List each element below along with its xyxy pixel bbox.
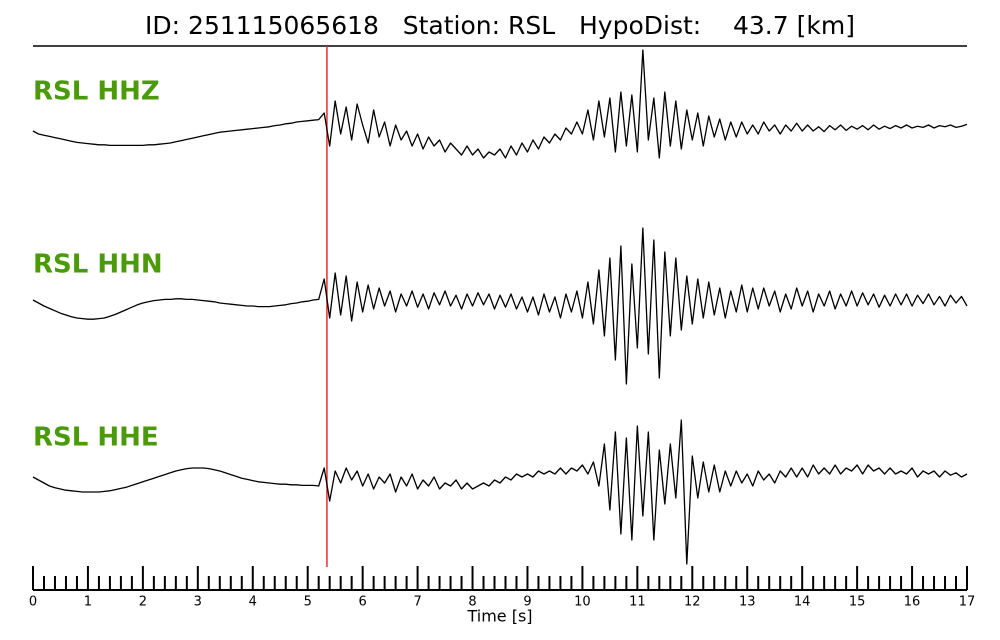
x-tick-label: 5 (304, 595, 312, 610)
x-tick-label: 4 (249, 595, 257, 610)
x-tick-label: 3 (194, 595, 202, 610)
x-tick-label: 8 (468, 595, 476, 610)
x-tick-label: 7 (413, 595, 421, 610)
waveform-trace (32, 419, 968, 565)
trace-label: RSL HHZ (33, 77, 160, 107)
x-tick-label: 10 (574, 595, 591, 610)
x-tick-label: 9 (523, 595, 531, 610)
figure-title: ID: 251115065618 Station: RSL HypoDist: … (145, 11, 855, 40)
x-tick-label: 11 (629, 595, 646, 610)
x-tick-label: 14 (794, 595, 811, 610)
x-axis-label: Time [s] (466, 607, 532, 626)
x-tick-label: 0 (29, 595, 37, 610)
waveform-trace (32, 49, 968, 159)
x-tick-label: 1 (84, 595, 92, 610)
x-tick-label: 13 (739, 595, 756, 610)
x-tick-label: 15 (849, 595, 866, 610)
trace-label: RSL HHE (33, 423, 159, 453)
x-tick-label: 6 (359, 595, 367, 610)
waveform-trace (32, 227, 968, 385)
x-tick-label: 17 (959, 595, 976, 610)
x-tick-label: 2 (139, 595, 147, 610)
x-tick-label: 16 (904, 595, 921, 610)
trace-label: RSL HHN (33, 250, 163, 280)
x-tick-label: 12 (684, 595, 701, 610)
